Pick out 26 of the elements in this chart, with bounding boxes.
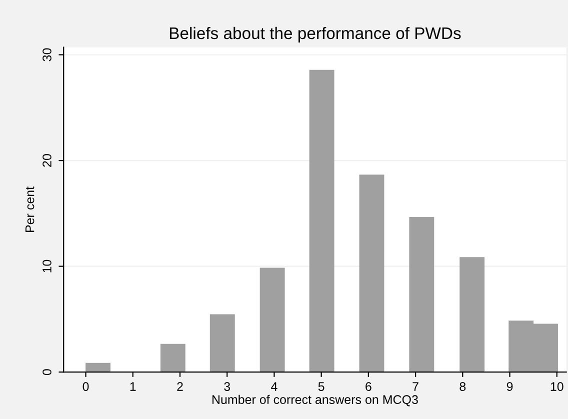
bar — [460, 257, 485, 372]
x-tick-label: 7 — [412, 382, 418, 391]
x-tick-label: 3 — [224, 382, 230, 391]
x-axis-title: Number of correct answers on MCQ3 — [212, 394, 418, 406]
bar — [210, 314, 235, 372]
x-tick-label: 8 — [460, 382, 466, 391]
x-tick-label: 10 — [550, 382, 564, 391]
y-tick-label: 20 — [42, 154, 52, 167]
bar — [86, 362, 110, 372]
bar — [409, 216, 434, 372]
x-tick-label: 1 — [130, 382, 136, 391]
x-tick-label: 4 — [271, 382, 278, 391]
chart-title: Beliefs about the performance of PWDs — [170, 26, 461, 42]
y-tick-label: 0 — [42, 369, 52, 376]
y-tick-label: 30 — [42, 48, 52, 62]
bar — [309, 70, 334, 372]
x-tick-label: 5 — [318, 382, 324, 391]
y-axis-title: Per cent — [25, 186, 34, 232]
bar — [160, 344, 186, 372]
bar — [260, 268, 285, 372]
y-tick-label: 10 — [42, 260, 52, 272]
x-tick-label: 9 — [506, 382, 513, 391]
x-tick-label: 0 — [82, 382, 89, 391]
bar — [359, 174, 384, 372]
x-tick-label: 6 — [366, 382, 372, 391]
x-tick-label: 2 — [177, 382, 183, 391]
